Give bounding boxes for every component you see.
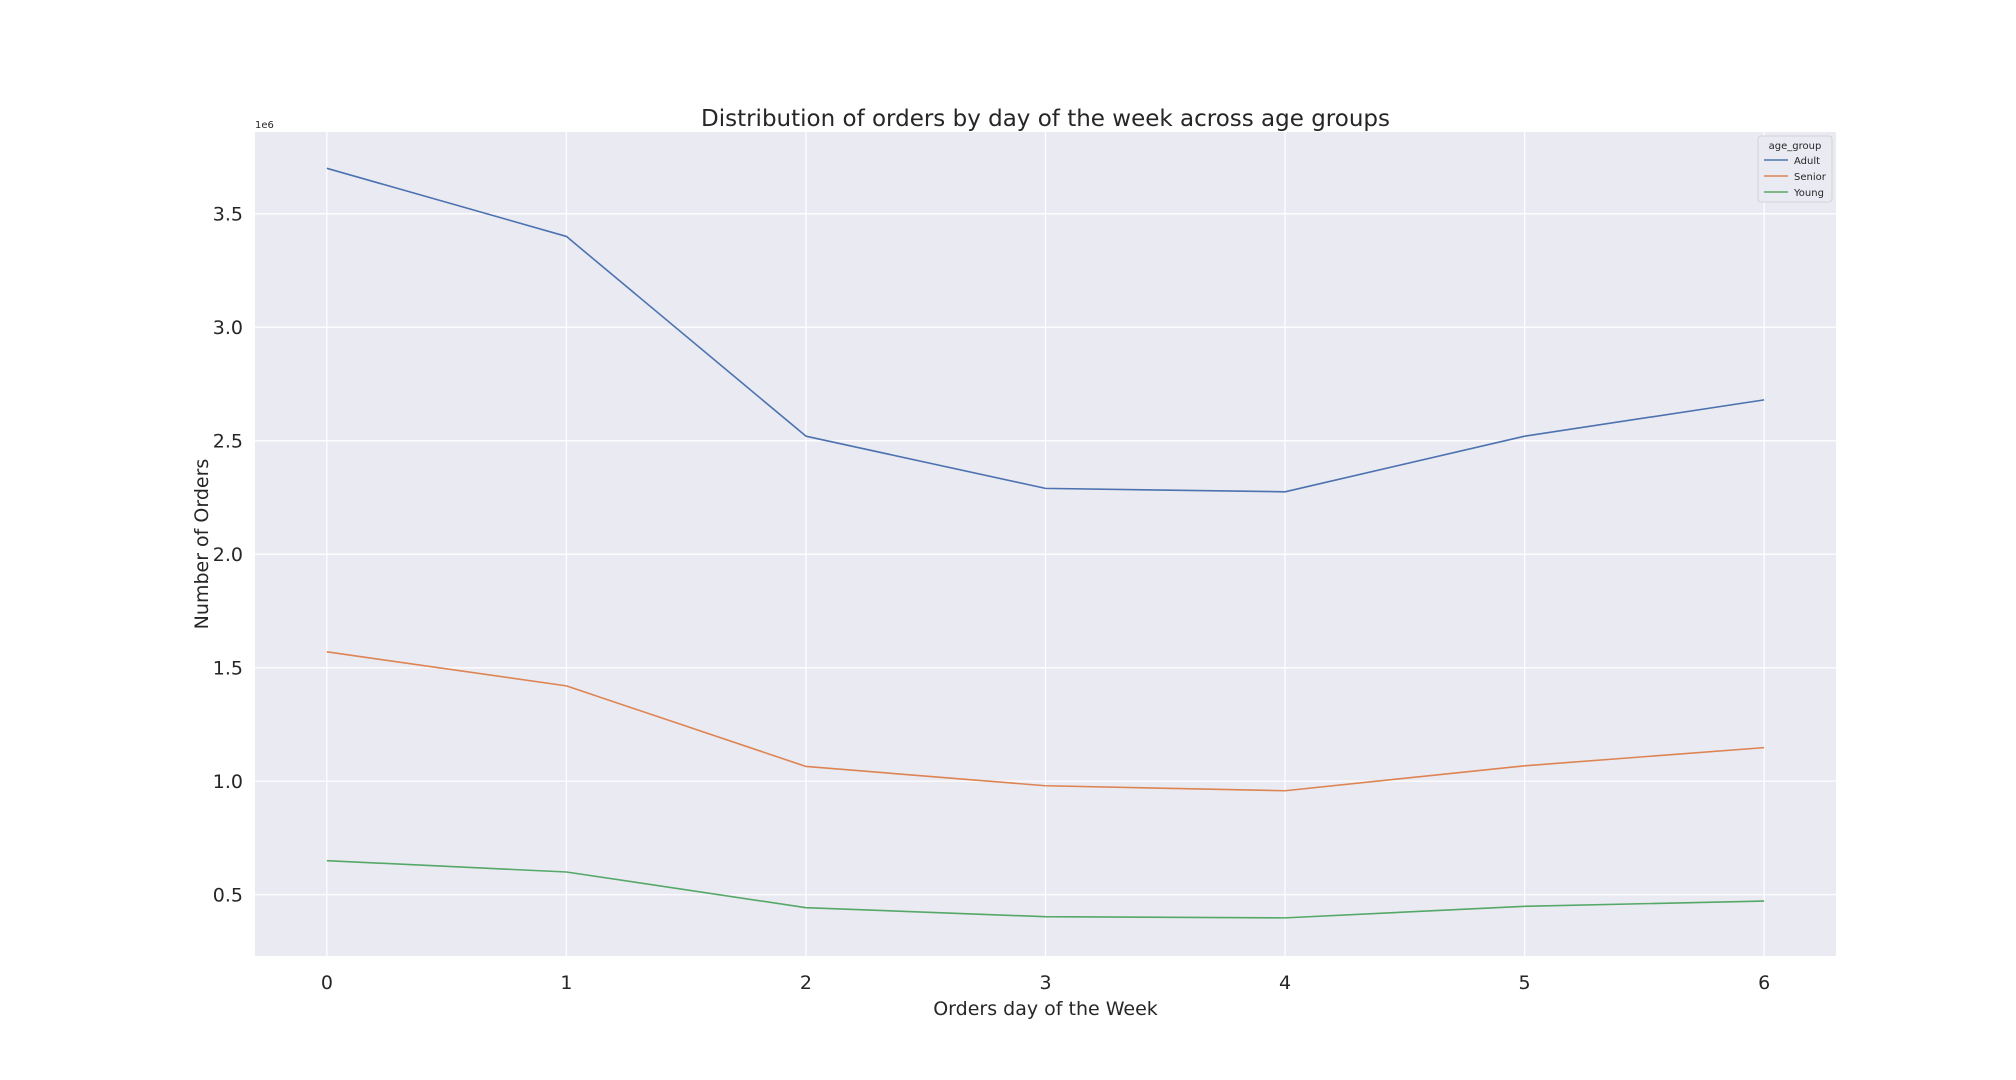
x-tick-label: 0 (321, 972, 333, 994)
y-tick-label: 2.0 (213, 544, 243, 566)
y-tick-label: 1.0 (213, 771, 243, 793)
y-tick-label: 2.5 (213, 431, 243, 453)
x-tick-label: 6 (1758, 972, 1770, 994)
legend-label-senior: Senior (1794, 172, 1827, 183)
y-tick-label: 3.0 (213, 317, 243, 339)
y-tick-label: 1.5 (213, 658, 243, 680)
series-lines (326, 167, 1765, 919)
chart-title: Distribution of orders by day of the wee… (701, 106, 1390, 132)
x-axis-label: Orders day of the Week (933, 998, 1158, 1020)
x-tick-label: 1 (560, 972, 572, 994)
y-tick-label: 3.5 (213, 204, 243, 226)
legend-title: age_group (1769, 141, 1822, 152)
y-axis-label: Number of Orders (191, 459, 213, 630)
y-tick-label: 0.5 (213, 885, 243, 907)
x-tick-label: 3 (1039, 972, 1051, 994)
series-line-senior (326, 651, 1765, 792)
x-tick-label: 4 (1279, 972, 1291, 994)
legend: age_group Adult Senior Young (1757, 135, 1833, 203)
legend-box (1757, 135, 1833, 203)
legend-label-adult: Adult (1794, 156, 1820, 167)
grid-lines (255, 132, 1836, 956)
series-line-adult (326, 167, 1765, 493)
x-tick-label: 2 (800, 972, 812, 994)
y-axis-offset-label: 1e6 (255, 120, 274, 131)
series-line-young (326, 859, 1765, 919)
legend-items: Adult Senior Young (1764, 156, 1827, 199)
x-tick-label: 5 (1519, 972, 1531, 994)
tick-labels: 0 1 2 3 4 5 6 0.5 1.0 1.5 2.0 2.5 3.0 3.5 (213, 204, 1770, 994)
legend-label-young: Young (1793, 188, 1824, 199)
